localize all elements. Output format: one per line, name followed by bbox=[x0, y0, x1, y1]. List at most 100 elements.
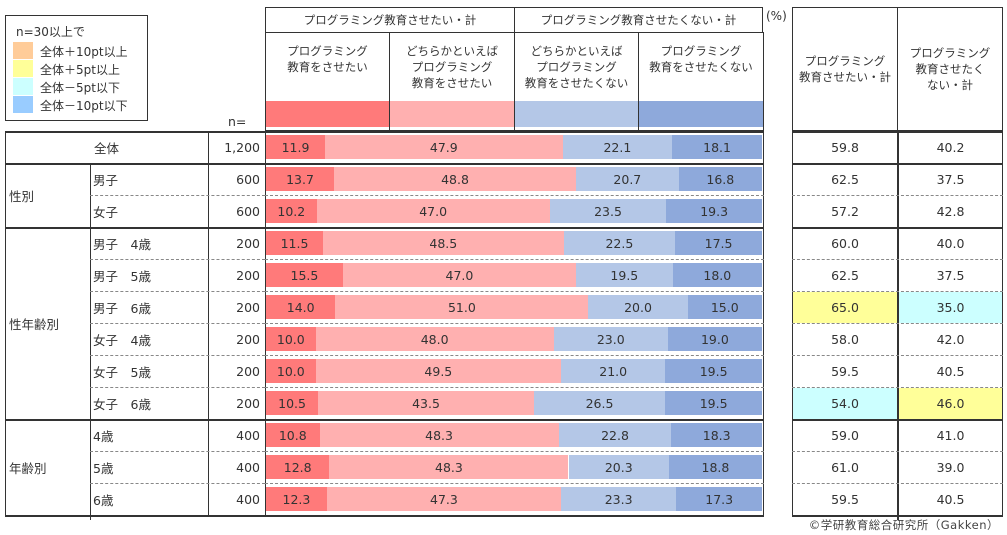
bar-segment: 18.8 bbox=[668, 455, 762, 479]
bar-segment: 10.0 bbox=[266, 327, 316, 351]
series-legend-swatch bbox=[266, 101, 389, 127]
row-separator bbox=[792, 131, 1003, 133]
bar-segment: 22.8 bbox=[558, 423, 672, 447]
legend-item: 全体－5pt以下 bbox=[13, 78, 143, 96]
total-not-want-value: 42.8 bbox=[936, 204, 965, 219]
row-separator bbox=[265, 259, 764, 260]
legend-title: n=30以上で bbox=[16, 25, 85, 39]
row-label: 5歳 bbox=[93, 460, 114, 476]
group-label: 性別 bbox=[9, 188, 35, 204]
row-separator bbox=[265, 387, 764, 388]
bar-segment: 11.9 bbox=[266, 135, 325, 159]
bar-segment: 11.5 bbox=[266, 231, 323, 255]
bar-segment: 48.5 bbox=[323, 231, 564, 255]
total-want-value: 59.8 bbox=[831, 140, 859, 155]
legend-item-label: 全体－10pt以下 bbox=[40, 99, 128, 113]
row-n: 200 bbox=[236, 363, 260, 379]
total-want-value: 62.5 bbox=[831, 268, 859, 283]
bar-segment: 17.3 bbox=[676, 487, 762, 511]
bar-segment: 17.5 bbox=[675, 231, 762, 255]
legend-item: 全体＋5pt以上 bbox=[13, 60, 143, 78]
row-separator bbox=[265, 451, 764, 452]
row-separator bbox=[792, 355, 1003, 356]
legend-swatch bbox=[13, 42, 33, 59]
group-label: 性年齢別 bbox=[9, 316, 60, 332]
legend-item-label: 全体＋10pt以上 bbox=[40, 45, 128, 59]
total-want-value: 54.0 bbox=[793, 388, 897, 419]
row-separator bbox=[792, 163, 1003, 165]
legend-item: 全体＋10pt以上 bbox=[13, 42, 143, 60]
row-separator bbox=[90, 195, 265, 196]
bar-segment: 22.5 bbox=[563, 231, 676, 255]
row-n: 1,200 bbox=[224, 139, 260, 155]
bar-segment: 20.3 bbox=[568, 455, 669, 479]
legend: n=30以上で 全体＋10pt以上 全体＋5pt以上 全体－5pt以下 全体－10pt… bbox=[5, 15, 148, 121]
row-n: 400 bbox=[236, 459, 260, 475]
row-separator bbox=[265, 163, 764, 165]
bar-segment: 19.5 bbox=[665, 359, 762, 383]
legend-item-label: 全体＋5pt以上 bbox=[40, 63, 120, 77]
bar-segment: 12.8 bbox=[266, 455, 330, 479]
series-legend-swatch bbox=[515, 101, 638, 127]
total-want-value: 61.0 bbox=[831, 460, 859, 475]
row-separator bbox=[265, 323, 764, 324]
bar-segment: 48.0 bbox=[315, 327, 554, 351]
legend-item: 全体－10pt以下 bbox=[13, 96, 143, 114]
row-separator bbox=[792, 483, 1003, 484]
total-not-want-value: 37.5 bbox=[936, 172, 965, 187]
unit-label: (%) bbox=[766, 9, 787, 23]
row-label: 女子 6歳 bbox=[93, 396, 151, 412]
row-n: 200 bbox=[236, 331, 260, 347]
n-header-label: n= bbox=[228, 114, 247, 129]
total-want-value: 59.0 bbox=[831, 428, 859, 443]
legend-item-label: 全体－5pt以下 bbox=[40, 81, 120, 95]
table-bottom-border bbox=[265, 515, 764, 517]
row-separator bbox=[792, 323, 1003, 324]
total-not-want-value: 46.0 bbox=[899, 388, 1002, 419]
total-not-want-value: 35.0 bbox=[899, 292, 1002, 323]
row-label: 4歳 bbox=[93, 428, 114, 444]
bar-segment: 15.0 bbox=[687, 295, 762, 319]
row-separator bbox=[265, 291, 764, 292]
bar-segment: 49.5 bbox=[315, 359, 562, 383]
row-n: 600 bbox=[236, 203, 260, 219]
bar-segment: 19.0 bbox=[667, 327, 762, 351]
row-separator bbox=[90, 323, 265, 324]
table-bottom-border bbox=[792, 515, 1003, 517]
row-label: 6歳 bbox=[93, 492, 114, 508]
bar-segment: 48.8 bbox=[334, 167, 576, 191]
bar-segment: 13.7 bbox=[266, 167, 334, 191]
row-separator bbox=[792, 195, 1003, 196]
total-not-want-value: 40.0 bbox=[936, 236, 965, 251]
header-group-want: プログラミング教育させたい・計 bbox=[265, 7, 515, 33]
row-separator bbox=[792, 451, 1003, 452]
bar-segment: 43.5 bbox=[318, 391, 534, 415]
bar-segment: 51.0 bbox=[335, 295, 589, 319]
total-not-want-value: 39.0 bbox=[936, 460, 965, 475]
legend-swatch bbox=[13, 60, 33, 77]
header-total-not-want: プログラミング 教育させたく ない・計 bbox=[897, 7, 1003, 131]
row-n: 200 bbox=[236, 395, 260, 411]
bar-segment: 18.3 bbox=[671, 423, 762, 447]
bar-segment: 47.3 bbox=[326, 487, 561, 511]
total-not-want-value: 40.5 bbox=[936, 364, 965, 379]
header-group-not-want: プログラミング教育させたくない・計 bbox=[514, 7, 763, 33]
row-separator bbox=[90, 355, 265, 356]
series-legend-swatch bbox=[639, 101, 763, 127]
bar-segment: 18.1 bbox=[672, 135, 762, 159]
row-separator bbox=[792, 291, 1003, 292]
row-separator bbox=[90, 451, 265, 452]
bar-segment: 10.2 bbox=[266, 199, 317, 223]
bar-segment: 47.9 bbox=[325, 135, 563, 159]
row-separator bbox=[792, 227, 1003, 229]
total-want-value: 59.5 bbox=[831, 364, 859, 379]
total-want-value: 62.5 bbox=[831, 172, 859, 187]
row-separator bbox=[792, 419, 1003, 421]
total-want-value: 59.5 bbox=[831, 492, 859, 507]
row-separator bbox=[265, 195, 764, 196]
row-n: 400 bbox=[236, 427, 260, 443]
bar-segment: 20.7 bbox=[576, 167, 679, 191]
bar-segment: 23.3 bbox=[561, 487, 677, 511]
row-separator bbox=[5, 163, 265, 165]
total-not-want-value: 40.5 bbox=[936, 492, 965, 507]
